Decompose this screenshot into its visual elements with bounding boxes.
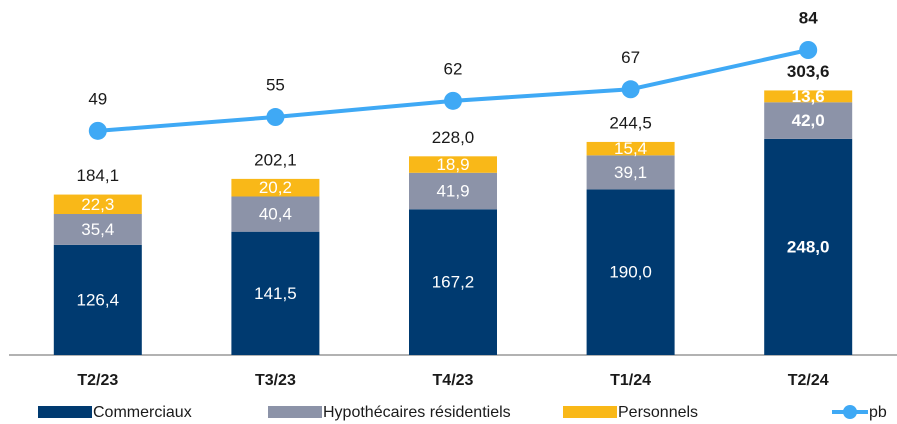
- line-label: 49: [88, 89, 107, 108]
- segment-label: 39,1: [614, 163, 647, 182]
- bar-segment: [409, 209, 497, 355]
- legend-label: pb: [869, 404, 887, 421]
- line-label: 67: [621, 48, 640, 67]
- bar-segment: [764, 138, 853, 355]
- total-label: 202,1: [254, 150, 297, 169]
- total-label: 184,1: [77, 166, 120, 185]
- line-marker: [621, 80, 640, 99]
- legend-label: Hypothécaires résidentiels: [323, 404, 511, 421]
- segment-label: 190,0: [609, 263, 652, 282]
- legend-swatch: [38, 406, 92, 418]
- segment-label: 35,4: [81, 220, 114, 239]
- segment-label: 141,5: [254, 284, 297, 303]
- x-tick-label: T1/24: [610, 372, 651, 389]
- bar-segment: [586, 141, 675, 156]
- legend-label: Commerciaux: [93, 404, 192, 421]
- legend-swatch: [268, 406, 322, 418]
- legend-label: Personnels: [618, 404, 698, 421]
- bar-segment: [231, 178, 320, 197]
- line-marker: [444, 91, 462, 110]
- segment-label: 167,2: [432, 273, 475, 292]
- line-marker: [799, 41, 818, 59]
- bar-segment: [764, 90, 853, 103]
- x-tick-label: T2/24: [788, 372, 829, 389]
- bar-segment: [53, 194, 142, 215]
- segment-label: 248,0: [787, 237, 830, 256]
- bar-segment: [53, 214, 142, 245]
- segment-label: 42,0: [792, 111, 825, 130]
- bar-segment: [409, 156, 497, 173]
- total-label: 244,5: [609, 113, 652, 132]
- segment-label: 41,9: [436, 182, 469, 201]
- legend-marker: [843, 405, 857, 419]
- bar-segment: [53, 244, 142, 355]
- line-label: 55: [266, 75, 285, 94]
- bar-segment: [586, 189, 675, 355]
- segment-label: 15,4: [614, 139, 647, 158]
- segment-label: 13,6: [792, 87, 825, 106]
- total-label: 228,0: [432, 128, 475, 147]
- bar-segment: [586, 155, 675, 190]
- x-tick-label: T4/23: [433, 372, 474, 389]
- line-label: 62: [444, 59, 463, 78]
- bar-segment: [764, 102, 853, 139]
- segment-label: 40,4: [259, 205, 292, 224]
- line-marker: [88, 121, 107, 140]
- line-marker: [266, 108, 285, 127]
- segment-label: 22,3: [81, 195, 114, 214]
- x-tick-label: T2/23: [77, 372, 118, 389]
- x-tick-label: T3/23: [255, 372, 296, 389]
- segment-label: 18,9: [436, 155, 469, 174]
- segment-label: 126,4: [77, 290, 120, 309]
- bar-segment: [231, 196, 320, 232]
- bar-segment: [231, 231, 320, 355]
- bar-segment: [409, 172, 497, 210]
- segment-label: 20,2: [259, 178, 292, 197]
- total-label: 303,6: [787, 62, 830, 81]
- line-label: 84: [799, 8, 818, 27]
- legend-swatch: [563, 406, 617, 418]
